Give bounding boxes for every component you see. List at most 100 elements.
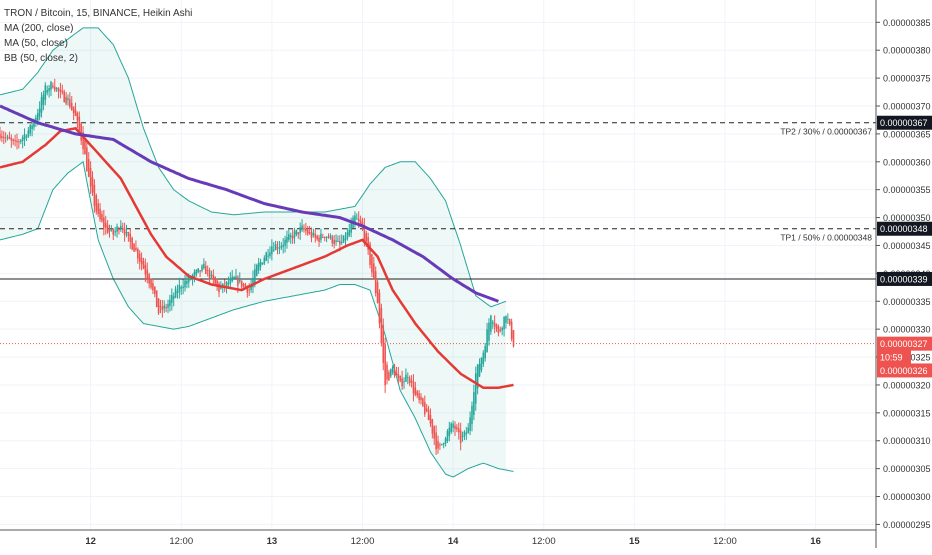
candle-body (95, 195, 98, 212)
candle-body (488, 322, 490, 341)
candle-body (327, 236, 330, 238)
ma200-line (0, 104, 499, 303)
candle-body (512, 330, 515, 347)
level-tag-TP2[interactable] (877, 115, 932, 130)
candle-body (367, 237, 369, 250)
candle-body (163, 305, 166, 309)
candle-body (237, 277, 239, 286)
candle-body (131, 237, 133, 250)
candle-body (484, 346, 486, 359)
candle-body (280, 245, 283, 248)
candle-body (282, 244, 284, 247)
candle-body (199, 270, 201, 272)
ma50-line (0, 126, 514, 389)
chart-legend: TRON / Bitcoin, 15, BINANCE, Heikin Ashi… (4, 6, 192, 66)
y-tick-label: 0.00000370 (883, 102, 931, 112)
candle-body (135, 247, 137, 251)
candle-body (171, 295, 173, 303)
candle-body (265, 252, 267, 261)
candle-body (120, 225, 122, 230)
candle-body (306, 229, 309, 234)
candle-body (86, 147, 88, 171)
candle-body (65, 96, 67, 104)
candle-body (187, 275, 190, 283)
x-tick-label: 14 (448, 536, 459, 547)
candle-body (91, 177, 94, 193)
candle-body (454, 425, 456, 430)
candle-body (189, 278, 192, 280)
candle-body (490, 315, 492, 332)
candle-body (297, 232, 300, 235)
candle-body (322, 236, 324, 238)
candle-body (254, 269, 256, 283)
candle-body (497, 326, 500, 333)
candle-body (44, 85, 47, 100)
candle-body (229, 278, 232, 284)
candle-body (259, 261, 262, 267)
legend-ma50: MA (50, close) (4, 38, 68, 49)
candle-body (427, 409, 430, 421)
candle-body (456, 427, 458, 430)
candle-body (331, 236, 334, 244)
candle-body (499, 329, 502, 331)
candle-body (38, 108, 41, 117)
candle-body (118, 229, 120, 231)
candle-body (10, 138, 13, 141)
candle-body (391, 366, 394, 373)
candle-body (216, 280, 218, 287)
candle-body (208, 270, 211, 280)
candle-body (325, 236, 328, 238)
candle-body (388, 372, 390, 381)
x-tick-label: 12:00 (169, 536, 193, 547)
candle-body (69, 99, 71, 107)
candle-body (429, 414, 432, 424)
candle-body (180, 287, 183, 289)
candle-body (452, 423, 454, 428)
candle-body (61, 90, 64, 93)
candle-body (8, 137, 11, 140)
candle-body (29, 124, 32, 134)
candle-body (480, 357, 483, 371)
candle-body (423, 402, 426, 415)
candle-body (110, 228, 113, 231)
candle-body (410, 380, 413, 383)
candle-body (463, 431, 466, 437)
candle-body (74, 109, 77, 116)
candle-body (106, 225, 109, 233)
candle-body (403, 381, 405, 383)
y-tick-label: 0.00000375 (883, 74, 931, 84)
candle-body (446, 430, 449, 442)
candle-body (437, 440, 439, 449)
candle-body (112, 229, 115, 235)
candle-body (301, 225, 303, 231)
candle-body (0, 133, 1, 139)
candle-body (233, 276, 235, 279)
candle-body (244, 284, 247, 288)
candle-body (473, 392, 475, 415)
candle-body (152, 283, 154, 291)
candle-body (93, 184, 96, 206)
candle-body (76, 112, 79, 121)
candle-body (350, 223, 352, 233)
level-tag-TP1[interactable] (877, 221, 932, 236)
candle-body (48, 87, 50, 92)
candle-body (59, 89, 62, 92)
candle-body (138, 253, 141, 262)
candle-body (261, 262, 264, 265)
candle-body (182, 286, 184, 288)
candle-body (482, 352, 485, 364)
candle-body (63, 91, 65, 103)
candle-body (369, 243, 371, 265)
candle-body (476, 364, 479, 389)
candle-body (478, 363, 481, 377)
candle-body (435, 432, 437, 450)
candle-body (16, 140, 18, 143)
y-tick-label: 0.00000365 (883, 129, 931, 139)
level-tag-level[interactable] (877, 271, 932, 286)
candle-body (308, 231, 311, 233)
candle-body (450, 423, 453, 432)
candle-body (399, 375, 402, 381)
candle-body (99, 208, 101, 220)
